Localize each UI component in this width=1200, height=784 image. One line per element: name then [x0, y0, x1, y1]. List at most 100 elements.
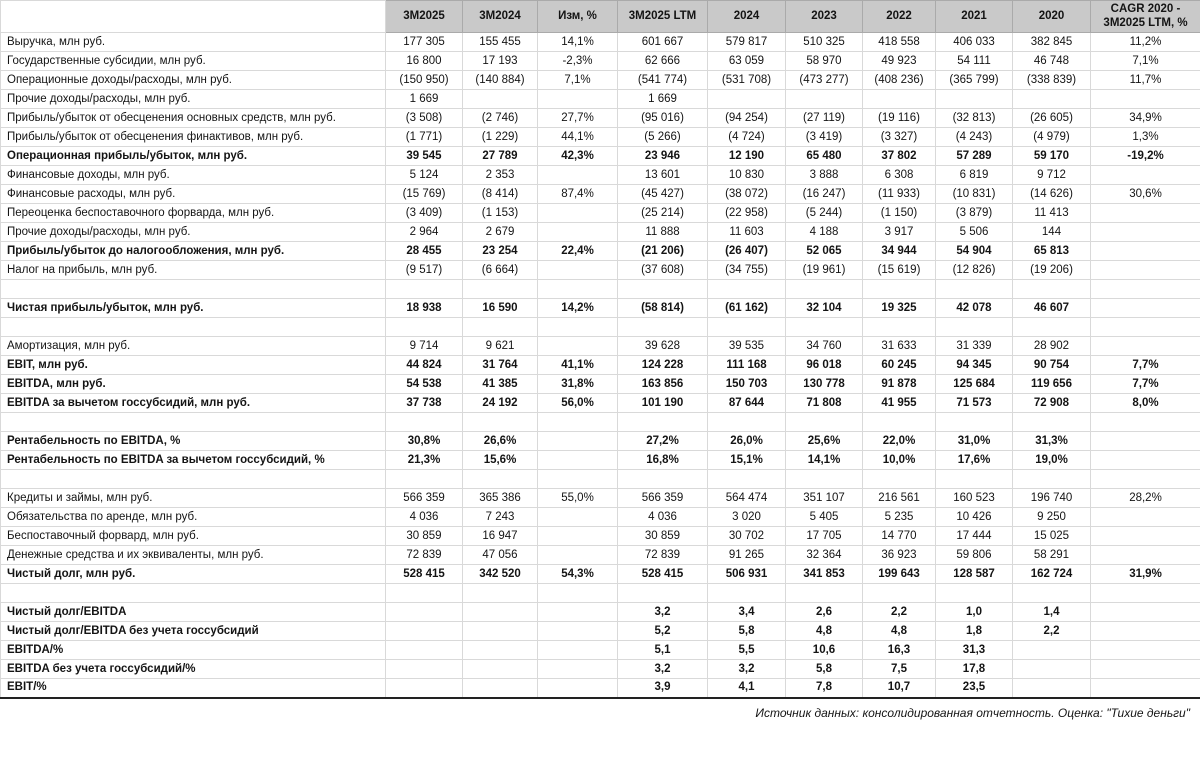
cell: 17 444 — [935, 526, 1013, 546]
cell: 34 760 — [785, 336, 863, 356]
cell: 28 902 — [1012, 336, 1091, 356]
cell: 14,1% — [785, 450, 863, 470]
column-header: 3М2025 LTM — [617, 0, 708, 33]
cell: 11,7% — [1090, 70, 1200, 90]
cell: 579 817 — [707, 32, 786, 52]
cell — [617, 412, 708, 432]
cell: 30,6% — [1090, 184, 1200, 204]
cell: 11,2% — [1090, 32, 1200, 52]
cell — [1090, 89, 1200, 109]
cell — [1012, 279, 1091, 299]
table-row: EBITDA за вычетом госсубсидий, млн руб. 3… — [0, 393, 1200, 413]
cell: 177 305 — [385, 32, 463, 52]
cell: 406 033 — [935, 32, 1013, 52]
cell: 342 520 — [462, 564, 538, 584]
cell: 49 923 — [862, 51, 936, 71]
cell — [385, 317, 463, 337]
cell — [462, 279, 538, 299]
cell: 7,5 — [862, 659, 936, 679]
cell: (16 247) — [785, 184, 863, 204]
cell — [1090, 336, 1200, 356]
cell — [1090, 678, 1200, 699]
cell: 2,6 — [785, 602, 863, 622]
cell: 16 590 — [462, 298, 538, 318]
cell: (38 072) — [707, 184, 786, 204]
cell — [785, 412, 863, 432]
spacer-row — [0, 412, 1200, 432]
cell — [935, 583, 1013, 603]
cell: (25 214) — [617, 203, 708, 223]
cell — [1090, 545, 1200, 565]
cell — [1090, 659, 1200, 679]
cell: 10,0% — [862, 450, 936, 470]
table-row: Прибыль/убыток от обесценения финактивов… — [0, 127, 1200, 147]
cell — [785, 279, 863, 299]
row-label: EBITDA без учета госсубсидий/% — [0, 659, 386, 679]
table-row: Операционные доходы/расходы, млн руб. (15… — [0, 70, 1200, 90]
cell: 10 830 — [707, 165, 786, 185]
row-label: Амортизация, млн руб. — [0, 336, 386, 356]
cell: 24 192 — [462, 393, 538, 413]
table-row: EBIT, млн руб. 44 824 31 764 41,1% 124 228 11… — [0, 355, 1200, 375]
cell: 11 888 — [617, 222, 708, 242]
column-header: 2021 — [935, 0, 1013, 33]
cell — [617, 469, 708, 489]
table-row: Чистый долг, млн руб. 528 415 342 520 54,3%… — [0, 564, 1200, 584]
cell: 2 964 — [385, 222, 463, 242]
cell: 15,6% — [462, 450, 538, 470]
cell — [862, 279, 936, 299]
cell: (3 419) — [785, 127, 863, 147]
cell: 9 712 — [1012, 165, 1091, 185]
table-row: Прочие доходы/расходы, млн руб. 2 964 2 67… — [0, 222, 1200, 242]
cell: 34,9% — [1090, 108, 1200, 128]
cell: 72 839 — [385, 545, 463, 565]
cell: 44 824 — [385, 355, 463, 375]
cell: 17 193 — [462, 51, 538, 71]
cell: (408 236) — [862, 70, 936, 90]
cell: 14,1% — [537, 32, 618, 52]
cell: 30,8% — [385, 431, 463, 451]
cell — [935, 89, 1013, 109]
cell — [462, 640, 538, 660]
cell: (6 664) — [462, 260, 538, 280]
cell: 94 345 — [935, 355, 1013, 375]
cell — [537, 412, 618, 432]
cell: 150 703 — [707, 374, 786, 394]
cell — [707, 583, 786, 603]
cell — [1090, 298, 1200, 318]
cell — [462, 602, 538, 622]
cell: 22,4% — [537, 241, 618, 261]
cell: 10 426 — [935, 507, 1013, 527]
cell — [462, 89, 538, 109]
row-label — [0, 469, 386, 489]
cell: (140 884) — [462, 70, 538, 90]
cell: 13 601 — [617, 165, 708, 185]
row-label: Прочие доходы/расходы, млн руб. — [0, 89, 386, 109]
cell — [537, 640, 618, 660]
cell: 54 904 — [935, 241, 1013, 261]
cell — [707, 279, 786, 299]
cell: 7 243 — [462, 507, 538, 527]
cell: 4,8 — [862, 621, 936, 641]
cell: 31,3 — [935, 640, 1013, 660]
cell: (15 769) — [385, 184, 463, 204]
cell: 41 955 — [862, 393, 936, 413]
table-row: Выручка, млн руб. 177 305 155 455 14,1% 601 … — [0, 32, 1200, 52]
cell — [537, 260, 618, 280]
table-row: EBITDA, млн руб. 54 538 41 385 31,8% 163 856… — [0, 374, 1200, 394]
cell — [862, 89, 936, 109]
cell: 17,6% — [935, 450, 1013, 470]
cell: 27,2% — [617, 431, 708, 451]
row-label: EBITDA/% — [0, 640, 386, 660]
cell — [537, 165, 618, 185]
cell — [1090, 526, 1200, 546]
cell: (9 517) — [385, 260, 463, 280]
row-label: Финансовые расходы, млн руб. — [0, 184, 386, 204]
cell: 125 684 — [935, 374, 1013, 394]
cell: 3,2 — [617, 659, 708, 679]
cell: 341 853 — [785, 564, 863, 584]
cell: 54,3% — [537, 564, 618, 584]
cell: 72 839 — [617, 545, 708, 565]
table-row: Чистый долг/EBITDA 3,2 3,4 2,6 2,2 1,0 1,4 — [0, 602, 1200, 622]
